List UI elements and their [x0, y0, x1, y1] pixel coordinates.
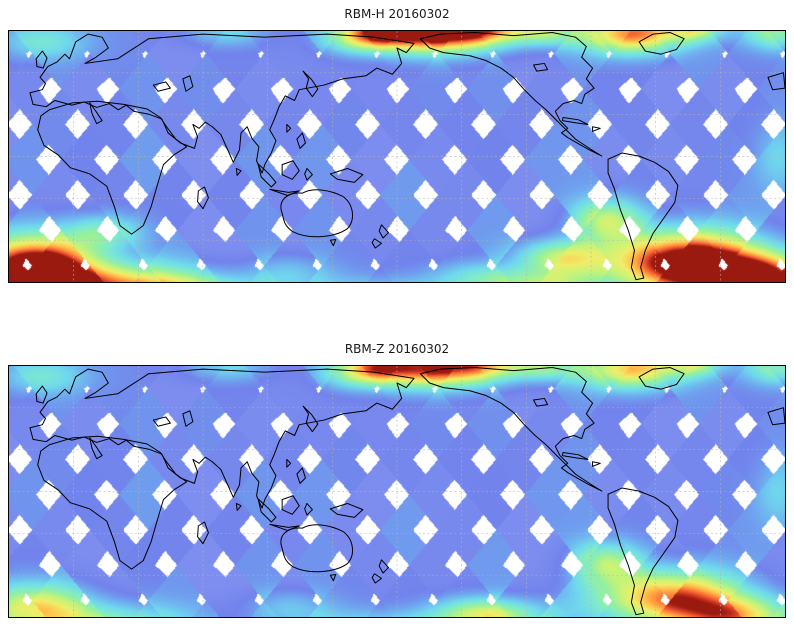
- coastline-path: [562, 452, 588, 459]
- coastline-path: [768, 73, 785, 90]
- coastline-path: [281, 525, 353, 572]
- coastline-path: [420, 33, 602, 157]
- coastline-path: [270, 524, 299, 530]
- coastline-path: [372, 574, 381, 583]
- coastline-path: [236, 503, 241, 510]
- coastline-path: [534, 63, 548, 71]
- panel-title-rbm-z: RBM-Z 20160302: [344, 342, 450, 356]
- coastline-path: [639, 368, 684, 390]
- coastline-path: [297, 468, 306, 483]
- coastline-path: [258, 499, 276, 522]
- coastline-path: [38, 101, 187, 234]
- coastline-path: [303, 71, 318, 96]
- coastline-path: [236, 168, 241, 175]
- coastline-path: [198, 187, 209, 209]
- coastline-path: [379, 560, 388, 573]
- coastline-path: [330, 575, 335, 581]
- coastline-path: [153, 82, 170, 91]
- coastline-path: [297, 133, 306, 148]
- coastline-path: [36, 51, 47, 68]
- coastline-path: [183, 76, 193, 91]
- panel-title-rbm-h: RBM-H 20160302: [344, 7, 450, 21]
- coastline-path: [38, 436, 187, 569]
- coastline-path: [282, 496, 299, 515]
- coastline-path: [330, 503, 363, 517]
- coastline-path: [372, 239, 381, 248]
- map-overlay-rbm-h: [9, 31, 785, 282]
- coastline-path: [379, 225, 388, 238]
- coastline-path: [287, 459, 291, 467]
- coastline-path: [90, 438, 102, 459]
- coastline-path: [36, 386, 47, 403]
- coastline-path: [768, 408, 785, 425]
- coastline-path: [303, 406, 318, 431]
- coastline-path: [153, 417, 170, 426]
- coastline-path: [258, 164, 276, 187]
- coastline-path: [639, 33, 684, 55]
- coastline-path: [287, 124, 291, 132]
- coastline-path: [282, 161, 299, 180]
- coastline-path: [305, 168, 313, 180]
- map-rbm-z: [8, 365, 786, 618]
- coastline-path: [305, 503, 313, 515]
- coastline-path: [198, 522, 209, 544]
- coastline-path: [90, 103, 102, 124]
- coastline-path: [534, 398, 548, 406]
- coastline-path: [281, 190, 353, 237]
- map-overlay-rbm-z: [9, 366, 785, 617]
- coastline-path: [30, 369, 414, 508]
- coastline-path: [270, 189, 299, 195]
- coastline-path: [608, 488, 678, 615]
- coastline-path: [330, 168, 363, 182]
- coastline-path: [593, 462, 601, 467]
- coastline-path: [608, 153, 678, 280]
- coastline-path: [420, 368, 602, 492]
- coastline-path: [330, 240, 335, 246]
- coastline-path: [30, 34, 414, 173]
- map-rbm-h: [8, 30, 786, 283]
- coastline-path: [183, 411, 193, 426]
- coastline-path: [562, 117, 588, 124]
- coastline-path: [593, 127, 601, 132]
